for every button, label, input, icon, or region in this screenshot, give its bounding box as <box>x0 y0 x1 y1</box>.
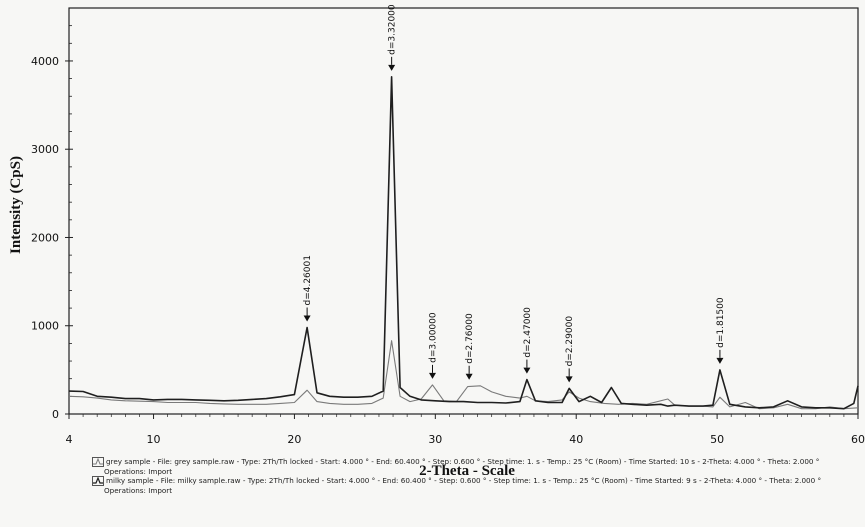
milky-sample-swatch-icon <box>92 476 104 486</box>
peak-arrow-icon <box>523 367 531 374</box>
grey-sample-swatch-icon <box>92 457 104 467</box>
x-tick-label: 60 <box>851 433 865 446</box>
legend-text-grey: grey sample - File: grey sample.raw - Ty… <box>106 457 820 466</box>
x-axis-title: 2-Theta - Scale <box>419 463 515 479</box>
y-tick-label: 4000 <box>31 55 59 68</box>
peak-arrow-icon <box>429 372 437 379</box>
peak-arrow-icon <box>716 357 724 364</box>
y-axis-title: Intensity (CpS) <box>8 156 24 254</box>
x-tick-label: 30 <box>428 433 442 446</box>
x-tick-label: 4 <box>66 433 73 446</box>
legend-item-milky: milky sample - File: milky sample.raw - … <box>92 476 862 486</box>
y-tick-label: 3000 <box>31 143 59 156</box>
peak-label: d=4.26001 <box>303 255 313 305</box>
legend-sub-milky: Operations: Import <box>104 486 173 495</box>
series-layer <box>68 76 859 410</box>
y-tick-label: 1000 <box>31 320 59 333</box>
peak-label: d=3.00000 <box>429 312 439 363</box>
legend: grey sample - File: grey sample.raw - Ty… <box>92 457 862 495</box>
y-tick-label: 0 <box>52 408 59 421</box>
x-tick-label: 10 <box>147 433 161 446</box>
peak-label: d=1.81500 <box>716 297 726 348</box>
axis-ticks: 0 1000 2000 3000 4000 4 10 20 30 40 50 60 <box>31 25 865 446</box>
peak-label: d=2.29000 <box>565 316 575 367</box>
plot-frame <box>68 7 859 415</box>
legend-text-milky: milky sample - File: milky sample.raw - … <box>106 476 822 485</box>
legend-sub-grey: Operations: Import <box>104 467 173 476</box>
peak-label: d=2.47000 <box>523 307 533 358</box>
x-tick-label: 40 <box>569 433 583 446</box>
x-tick-label: 50 <box>710 433 724 446</box>
peak-annotations: d=4.26001 d=3.32000 d=3.00000 d=2.76000 d=2.… <box>303 4 726 383</box>
peak-label: d=3.32000 <box>388 4 398 55</box>
peak-arrow-icon <box>465 373 473 380</box>
x-tick-label: 20 <box>287 433 301 446</box>
legend-item-grey: grey sample - File: grey sample.raw - Ty… <box>92 457 862 467</box>
series-line-grey-sample <box>68 340 859 410</box>
peak-label: d=2.76000 <box>465 313 475 364</box>
series-line-milky-sample <box>68 76 859 410</box>
peak-arrow-icon <box>565 376 573 383</box>
plot-border <box>68 7 859 415</box>
peak-arrow-icon <box>303 315 311 322</box>
peak-arrow-icon <box>388 64 396 71</box>
y-tick-label: 2000 <box>31 231 59 244</box>
